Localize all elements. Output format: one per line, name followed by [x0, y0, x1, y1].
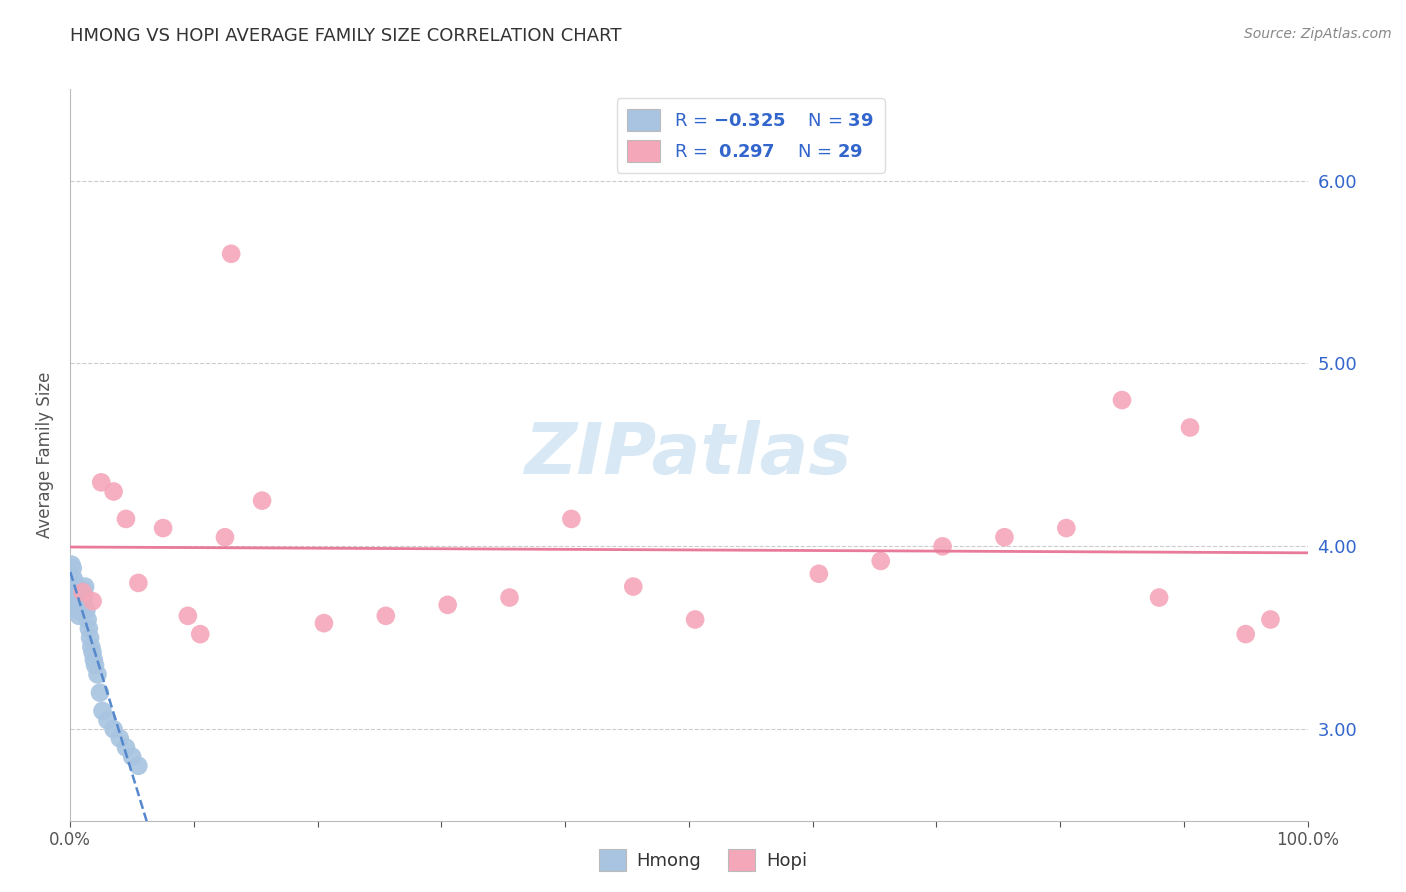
Text: HMONG VS HOPI AVERAGE FAMILY SIZE CORRELATION CHART: HMONG VS HOPI AVERAGE FAMILY SIZE CORREL…	[70, 27, 621, 45]
Point	[65, 583, 87, 598]
Legend: R = $\mathbf{-0.325}$    N = $\mathbf{39}$, R =  $\mathbf{0.297}$    N = $\mathb: R = $\mathbf{-0.325}$ N = $\mathbf{39}$,…	[617, 98, 884, 173]
Legend: Hmong, Hopi: Hmong, Hopi	[592, 842, 814, 879]
Point	[62, 561, 84, 575]
Point	[83, 653, 105, 667]
Point	[683, 613, 706, 627]
Point	[72, 587, 94, 601]
Point	[115, 740, 138, 755]
Point	[73, 591, 96, 605]
Point	[152, 521, 174, 535]
Point	[66, 591, 89, 605]
Point	[1147, 591, 1170, 605]
Point	[66, 603, 89, 617]
Point	[807, 566, 830, 581]
Point	[63, 572, 86, 586]
Point	[90, 475, 112, 490]
Point	[993, 530, 1015, 544]
Point	[70, 591, 93, 605]
Point	[72, 594, 94, 608]
Point	[69, 601, 91, 615]
Point	[69, 594, 91, 608]
Point	[91, 704, 114, 718]
Point	[76, 613, 98, 627]
Point	[72, 585, 94, 599]
Point	[86, 667, 108, 681]
Point	[89, 686, 111, 700]
Point	[67, 598, 90, 612]
Point	[374, 608, 396, 623]
Point	[312, 616, 335, 631]
Point	[67, 608, 90, 623]
Point	[931, 539, 953, 553]
Point	[63, 585, 86, 599]
Point	[121, 749, 143, 764]
Point	[65, 598, 87, 612]
Point	[80, 640, 103, 654]
Point	[1260, 613, 1282, 627]
Point	[103, 484, 125, 499]
Point	[1111, 392, 1133, 407]
Point	[560, 512, 582, 526]
Point	[188, 627, 211, 641]
Y-axis label: Average Family Size: Average Family Size	[37, 372, 55, 538]
Point	[73, 583, 96, 598]
Point	[214, 530, 236, 544]
Point	[115, 512, 138, 526]
Point	[65, 580, 87, 594]
Point	[436, 598, 458, 612]
Point	[77, 622, 100, 636]
Point	[65, 594, 87, 608]
Point	[108, 731, 131, 746]
Point	[75, 603, 97, 617]
Point	[79, 631, 101, 645]
Point	[127, 758, 149, 772]
Point	[60, 558, 83, 572]
Point	[219, 247, 242, 261]
Point	[82, 645, 104, 659]
Point	[1054, 521, 1077, 535]
Point	[82, 594, 104, 608]
Point	[498, 591, 520, 605]
Point	[127, 576, 149, 591]
Point	[177, 608, 200, 623]
Point	[1234, 627, 1257, 641]
Point	[103, 723, 125, 737]
Point	[75, 580, 97, 594]
Point	[869, 554, 891, 568]
Text: Source: ZipAtlas.com: Source: ZipAtlas.com	[1244, 27, 1392, 41]
Point	[62, 576, 84, 591]
Point	[250, 493, 273, 508]
Point	[621, 580, 644, 594]
Text: ZIPatlas: ZIPatlas	[526, 420, 852, 490]
Point	[1178, 420, 1201, 434]
Point	[84, 658, 107, 673]
Point	[96, 713, 118, 727]
Point	[70, 598, 93, 612]
